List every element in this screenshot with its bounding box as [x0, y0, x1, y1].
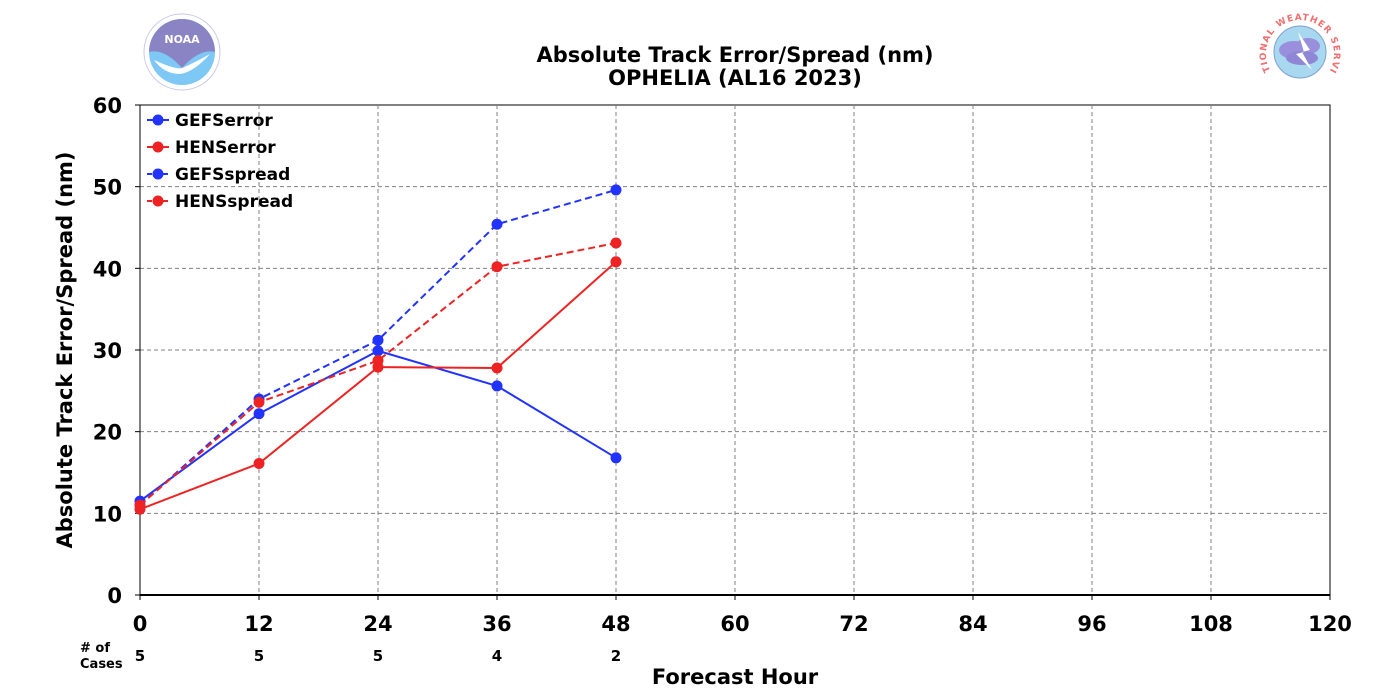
y-axis-label: Absolute Track Error/Spread (nm): [53, 151, 77, 548]
legend-marker-henserror: [152, 141, 164, 153]
x-tick-label: 24: [363, 612, 392, 636]
grid-lines: [140, 105, 1330, 595]
y-tick-label: 20: [93, 421, 122, 445]
x-tick-label: 60: [720, 612, 749, 636]
hensspread-point: [372, 355, 384, 367]
y-tick-label: 30: [93, 339, 122, 363]
x-tick-label: 36: [482, 612, 511, 636]
cases-count: 2: [611, 647, 621, 665]
legend-label-gefsspread: GEFSspread: [175, 165, 290, 185]
legend-marker-hensspread: [152, 195, 164, 207]
y-tick-label: 50: [93, 176, 122, 200]
cases-count: 4: [492, 647, 502, 665]
cases-count: 5: [373, 647, 383, 665]
x-axis-label: Forecast Hour: [652, 665, 819, 689]
hensspread-line: [139, 242, 617, 506]
henserror-point: [610, 256, 622, 268]
x-tick-label: 48: [601, 612, 630, 636]
gefserror-point: [491, 380, 503, 392]
x-tick-label: 96: [1077, 612, 1106, 636]
gefserror-point: [610, 452, 622, 464]
hensspread-point: [253, 396, 265, 408]
chart-subtitle: OPHELIA (AL16 2023): [608, 66, 862, 90]
henserror-point: [491, 362, 503, 374]
legend-marker-gefserror: [152, 114, 164, 126]
cases-label: # of: [80, 641, 110, 656]
x-tick-label: 108: [1189, 612, 1233, 636]
axes: 0 12 24 36 48 60 72 84 96 108 120 0 10 20 30 40 50 60: [93, 94, 1352, 636]
legend-label-gefserror: GEFSerror: [175, 111, 273, 131]
y-tick-label: 40: [93, 257, 122, 281]
chart-title: Absolute Track Error/Spread (nm): [536, 43, 933, 67]
series-lines: [134, 184, 622, 515]
y-tick-label: 10: [93, 502, 122, 526]
hensspread-point: [134, 499, 146, 511]
hensspread-point: [610, 237, 622, 249]
gefserror-point: [253, 408, 265, 420]
x-tick-label: 12: [244, 612, 273, 636]
legend-label-hensspread: HENSspread: [175, 192, 293, 212]
gefsspread-point: [372, 334, 384, 346]
noaa-logo-text: NOAA: [164, 33, 200, 46]
gefsspread-point: [610, 184, 622, 196]
henserror-point: [253, 458, 265, 470]
legend-marker-gefsspread: [152, 168, 164, 180]
cases-count: 5: [135, 647, 145, 665]
y-tick-label: 0: [107, 584, 122, 608]
x-tick-label: 72: [839, 612, 868, 636]
nws-logo-icon: NATIONAL WEATHER SERVICE: [1259, 13, 1340, 89]
cases-label: Cases: [80, 657, 123, 672]
gefserror-point: [372, 345, 384, 357]
y-tick-label: 60: [93, 94, 122, 118]
legend: GEFSerror HENSerror GEFSspread HENSspread: [147, 111, 293, 212]
hensspread-point: [491, 261, 503, 273]
gefsspread-point: [491, 218, 503, 230]
x-tick-label: 84: [958, 612, 987, 636]
noaa-logo-icon: NOAA: [143, 13, 221, 91]
x-tick-label: 0: [133, 612, 148, 636]
cases-count: 5: [254, 647, 264, 665]
legend-label-henserror: HENSerror: [175, 138, 276, 158]
x-tick-label: 120: [1308, 612, 1352, 636]
